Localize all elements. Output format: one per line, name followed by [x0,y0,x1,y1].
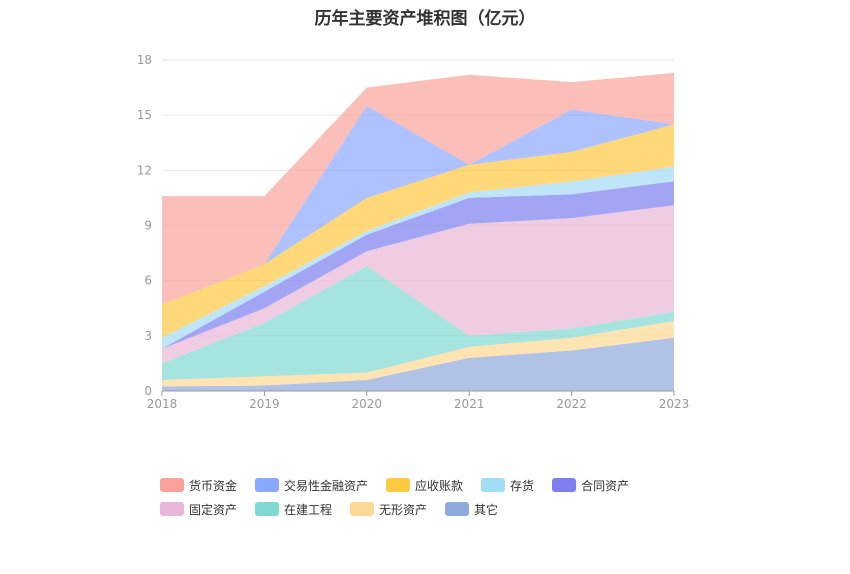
legend-swatch [160,502,184,516]
axes: 0 3 6 9 12 15 18 2018 2019 2020 2021 2022 2023 [137,53,690,411]
legend-item[interactable]: 存货 [481,476,534,494]
legend-item[interactable]: 货币资金 [160,476,237,494]
y-tick-label: 18 [137,53,152,67]
legend-label: 货币资金 [189,478,238,493]
legend-swatch [255,478,280,492]
legend-swatch [255,502,280,516]
legend-item[interactable]: 其它 [445,500,498,518]
legend-label: 存货 [510,478,535,493]
y-tick-label: 12 [137,163,152,177]
legend-label: 其它 [474,502,499,517]
legend-swatch [350,502,375,516]
area-货币资金 [162,72,674,305]
x-tick-label: 2021 [454,397,485,411]
legend-swatch [552,478,577,492]
legend-item[interactable]: 无形资产 [350,500,427,518]
area-无形资产 [162,321,674,387]
x-tick-label: 2022 [556,397,587,411]
legend-label: 合同资产 [581,478,630,493]
legend-label: 交易性金融资产 [284,478,369,493]
area-series [162,72,674,391]
area-存货 [162,166,674,349]
legend-item[interactable]: 交易性金融资产 [255,476,368,494]
y-tick-label: 6 [144,274,152,288]
legend-swatch [445,502,470,516]
legend-item[interactable]: 合同资产 [552,476,629,494]
y-tick-label: 9 [144,219,152,233]
legend-swatch [481,478,506,492]
legend-label: 固定资产 [189,502,238,517]
legend-label: 应收账款 [415,478,464,493]
y-tick-label: 0 [144,384,152,398]
legend-swatch [386,478,411,492]
x-tick-label: 2019 [249,397,280,411]
x-tick-label: 2018 [147,397,178,411]
y-tick-label: 15 [137,108,152,122]
legend-label: 无形资产 [379,502,428,517]
legend-item[interactable]: 在建工程 [255,500,332,518]
chart-legend: 货币资金 交易性金融资产 应收账款 存货 合同资产固定资产 在建工程 无形资产 其它 [160,476,720,518]
area-固定资产 [162,205,674,364]
area-其它 [162,337,674,391]
legend-item[interactable]: 固定资产 [160,500,237,518]
area-交易性金融资产 [162,106,674,305]
area-在建工程 [162,266,674,380]
y-tick-label: 3 [144,329,152,343]
chart-title: 历年主要资产堆积图（亿元） [314,9,536,29]
legend-item[interactable]: 应收账款 [386,476,463,494]
x-tick-label: 2023 [659,397,690,411]
area-合同资产 [162,181,674,349]
area-应收账款 [162,124,674,338]
legend-label: 在建工程 [284,502,333,517]
legend-swatch [160,478,184,492]
x-tick-label: 2020 [352,397,383,411]
